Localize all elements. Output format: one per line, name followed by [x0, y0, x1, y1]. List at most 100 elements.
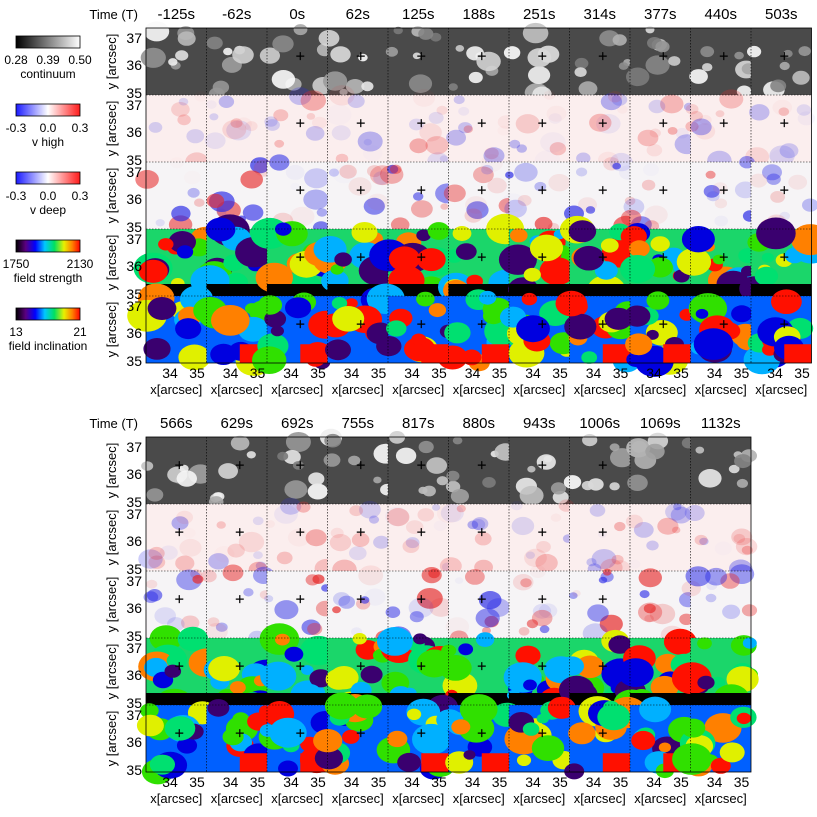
map-feature — [285, 164, 305, 180]
map-cell — [448, 28, 509, 95]
map-feature — [367, 193, 388, 211]
map-feature — [505, 171, 514, 179]
map-feature — [409, 118, 424, 131]
map-feature — [728, 464, 740, 474]
map-background — [448, 95, 509, 162]
map-feature — [218, 95, 235, 109]
y-axis-label: y [arcsec] — [104, 443, 119, 499]
map-feature — [284, 480, 308, 499]
map-feature — [411, 200, 433, 218]
x-axis-label: x[arcsec] — [634, 382, 686, 397]
map-feature — [650, 236, 670, 252]
map-feature — [417, 508, 435, 522]
map-feature — [715, 541, 732, 555]
time-label: 314s — [583, 6, 616, 23]
map-feature — [648, 99, 666, 114]
y-tick-label: 35 — [126, 85, 142, 101]
map-feature — [148, 546, 165, 560]
target-marker — [296, 119, 305, 128]
map-cell — [388, 431, 449, 504]
map-feature — [274, 139, 285, 148]
map-feature — [769, 145, 795, 166]
map-feature — [385, 46, 398, 57]
map-feature — [574, 117, 587, 127]
map-feature — [223, 47, 233, 56]
colorbar-1: -0.3 0.0 0.3 v high — [6, 103, 89, 149]
colorbar-tick-label: 0.50 — [68, 53, 92, 67]
map-feature — [334, 252, 352, 267]
map-cell — [739, 217, 817, 301]
map-feature — [274, 600, 299, 620]
map-cell — [327, 500, 390, 579]
map-feature — [332, 606, 341, 614]
target-marker — [598, 528, 607, 537]
map-feature — [358, 53, 368, 62]
target-marker — [296, 662, 305, 671]
target-marker — [235, 528, 244, 537]
map-feature — [481, 164, 494, 175]
map-feature — [222, 120, 247, 140]
map-feature — [481, 753, 509, 772]
map-feature — [155, 219, 165, 227]
map-feature — [275, 222, 292, 236]
map-cell — [327, 565, 394, 645]
map-feature — [699, 114, 712, 125]
map-feature — [206, 36, 223, 50]
y-axis-label: y [arcsec] — [104, 711, 119, 767]
map-feature — [576, 167, 588, 177]
map-feature — [208, 553, 229, 570]
map-feature — [694, 534, 708, 546]
target-marker — [356, 461, 365, 470]
map-feature — [387, 164, 399, 174]
colorbar-tick-label: 0.3 — [72, 121, 89, 135]
map-feature — [464, 208, 483, 223]
colorbar-gradient — [15, 103, 81, 117]
map-feature — [509, 284, 570, 296]
x-tick-label: 35 — [371, 774, 387, 790]
map-feature — [475, 608, 500, 628]
map-feature — [207, 617, 220, 627]
map-feature — [324, 692, 359, 720]
map-feature — [702, 63, 713, 72]
map-feature — [512, 574, 534, 591]
map-feature — [333, 592, 351, 606]
x-tick-label: 35 — [613, 365, 629, 381]
map-feature — [186, 129, 205, 144]
map-feature — [314, 747, 343, 770]
map-feature — [617, 658, 654, 687]
x-axis-label: x[arcsec] — [392, 382, 444, 397]
x-tick-label: 34 — [283, 365, 299, 381]
map-feature — [550, 513, 562, 522]
map-cell — [621, 162, 691, 234]
target-marker — [175, 729, 184, 738]
map-cell — [135, 162, 207, 234]
map-cell — [509, 437, 570, 506]
map-feature — [323, 71, 348, 91]
map-cell — [318, 28, 388, 96]
x-tick-label: 35 — [794, 365, 810, 381]
map-feature — [243, 588, 254, 597]
map-feature — [646, 144, 663, 157]
map-background — [690, 95, 751, 162]
map-background — [569, 504, 630, 571]
target-marker — [417, 595, 426, 604]
map-cell — [206, 435, 267, 508]
map-feature — [307, 622, 323, 636]
map-cell — [385, 26, 449, 95]
map-cell — [625, 503, 692, 571]
map-feature — [526, 619, 539, 629]
map-feature — [330, 46, 351, 63]
map-feature — [481, 344, 509, 363]
map-feature — [305, 529, 327, 547]
map-feature — [517, 195, 532, 206]
map-feature — [610, 448, 634, 468]
map-feature — [416, 248, 446, 272]
map-feature — [393, 26, 403, 35]
map-cell — [690, 437, 758, 504]
y-tick-label: 37 — [126, 30, 142, 46]
map-cell — [445, 436, 517, 504]
target-marker — [356, 662, 365, 671]
map-background — [751, 95, 812, 162]
target-marker — [477, 528, 486, 537]
